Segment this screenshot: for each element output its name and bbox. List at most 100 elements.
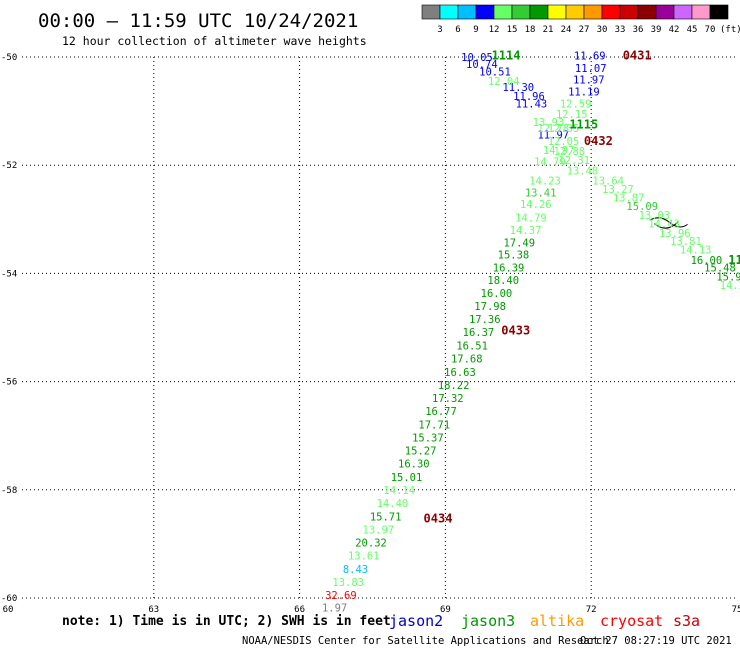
timestamp: Oct 27 08:27:19 UTC 2021	[580, 635, 732, 647]
y-tick-label: -52	[1, 161, 17, 171]
data-label-jason3: 14.13	[680, 245, 712, 257]
colorbar-tick-label: 3	[437, 25, 442, 35]
note: note: 1) Time is in UTC; 2) SWH is in fe…	[62, 614, 391, 629]
data-label-jason3: 13.48	[567, 166, 599, 178]
data-label-jason3: 20.32	[355, 537, 387, 549]
colorbar-swatch	[475, 4, 495, 20]
colorbar-tick-label: 12	[489, 25, 500, 35]
time-label: 1116	[728, 253, 740, 267]
ground-track	[649, 217, 688, 229]
data-label-jason3: 16.51	[456, 340, 488, 352]
data-label-jason3: 15.37	[412, 432, 444, 444]
colorbar-swatch	[565, 4, 585, 20]
chart-subtitle: 12 hour collection of altimeter wave hei…	[62, 34, 367, 48]
data-label-jason3: 14.37	[510, 225, 542, 237]
data-label-jason2: 11.97	[573, 75, 605, 87]
data-label-jason3: 13.81	[670, 236, 702, 248]
colorbar-tick-label: 42	[669, 25, 680, 35]
axes: 60 63 66 69 72 75 -50 -52 -54 -56 -58 -60	[1, 53, 740, 615]
data-label-s3a: 1.97	[322, 603, 347, 615]
colorbar-tick-label: 9	[473, 25, 478, 35]
data-label-jason2: 10.05	[461, 52, 493, 64]
colorbar-tick-label: 21	[543, 25, 554, 35]
colorbar-tick-label: 6	[455, 25, 460, 35]
data-label-jason3: 8.43	[343, 564, 368, 576]
data-label-jason3: 17.32	[432, 393, 464, 405]
legend-jason2: jason2	[389, 612, 443, 630]
data-label-jason3: 12.31	[558, 155, 590, 167]
data-label-jason2: 11.07	[575, 63, 607, 75]
colorbar-tick-label: 30	[597, 25, 608, 35]
colorbar-swatch	[583, 4, 603, 20]
colorbar-tick-label: 36	[633, 25, 644, 35]
colorbar-swatch	[709, 4, 729, 20]
x-tick-label: 60	[3, 605, 14, 615]
time-label: 0433	[501, 324, 530, 338]
colorbar-tick-label: 39	[651, 25, 662, 35]
y-tick-label: -56	[1, 378, 17, 388]
x-tick-label: 75	[732, 605, 740, 615]
y-tick-label: -58	[1, 486, 17, 496]
colorbar-tick-label: 45	[687, 25, 698, 35]
colorbar-tick-label: 70	[705, 25, 716, 35]
data-label-jason3: 17.98	[474, 301, 506, 313]
data-label-jason3: 15.48	[704, 262, 736, 274]
data-label-jason3: 16.77	[425, 406, 457, 418]
data-label-jason3: 12.15	[556, 109, 588, 121]
data-label-jason3: 15.09	[626, 201, 658, 213]
data-label-jason2: 11.96	[513, 91, 545, 103]
colorbar-swatch	[637, 4, 657, 20]
data-label-jason3: 12.78	[537, 123, 569, 135]
data-label-jason3: 18.22	[438, 380, 470, 392]
colorbar-swatch	[547, 4, 567, 20]
data-label-jason3: 14.14	[383, 485, 415, 497]
data-label-jason3: 14.20	[720, 280, 740, 292]
time-labels: 1114 0431 1115 0432 0433 0434 1116	[424, 48, 740, 525]
chart-title: 00:00 – 11:59 UTC 10/24/2021	[38, 10, 358, 32]
data-label-jason3: 13.64	[592, 175, 624, 187]
legend-jason3: jason3	[461, 612, 515, 630]
colorbar-tick-label: 24	[561, 25, 572, 35]
colorbar-tick-label: 15	[507, 25, 518, 35]
data-label-jason3: 17.36	[469, 314, 501, 326]
colorbar-swatch	[655, 4, 675, 20]
data-label-jason3: 13.87	[613, 193, 645, 205]
time-label: 0431	[623, 48, 652, 62]
legend: jason2 jason3 altika cryosat s3a	[389, 612, 700, 630]
data-label-jason3: 17.49	[503, 238, 535, 250]
data-label-jason3: 13.93	[533, 117, 565, 129]
time-label: 1114	[492, 48, 521, 62]
data-label-jason3: 12.04	[488, 76, 520, 88]
data-label-jason3: 17.71	[418, 419, 450, 431]
data-label-jason3: 18.40	[487, 275, 519, 287]
data-label-jason3: 13.61	[348, 550, 380, 562]
data-label-jason3: 13.97	[363, 524, 395, 536]
data-label-jason3: 13.83	[332, 577, 364, 589]
colorbar-swatch	[673, 4, 693, 20]
data-label-jason3: 16.37	[463, 327, 495, 339]
colorbar-tick-label: 27	[579, 25, 590, 35]
y-tick-label: -60	[1, 594, 17, 604]
x-tick-label: 69	[440, 605, 451, 615]
colorbar-swatch	[457, 4, 477, 20]
data-label-jason2: 11.97	[537, 129, 569, 141]
data-label-jason3: 14.40	[377, 498, 409, 510]
colorbar-swatch	[421, 4, 441, 20]
data-label-jason3: 14.97	[543, 145, 575, 157]
data-label-jason3: 15.98	[716, 272, 740, 284]
data-label-jason3: 13.03	[639, 210, 671, 222]
data-label-jason2: 10.51	[479, 67, 511, 79]
data-label-jason3: 15.01	[391, 472, 423, 484]
x-tick-label: 72	[586, 605, 597, 615]
data-label-jason3: 16.39	[493, 262, 525, 274]
colorbar-swatch	[511, 4, 531, 20]
data-label-jason3: 16.00	[481, 288, 513, 300]
time-label: 0434	[424, 511, 453, 525]
credit: NOAA/NESDIS Center for Satellite Applica…	[242, 635, 609, 647]
colorbar-tick-label: 18	[525, 25, 536, 35]
colorbar-tick-label: 33	[615, 25, 626, 35]
data-label-s3a: 32.69	[325, 590, 357, 602]
data-label-jason3: 14.26	[520, 199, 552, 211]
